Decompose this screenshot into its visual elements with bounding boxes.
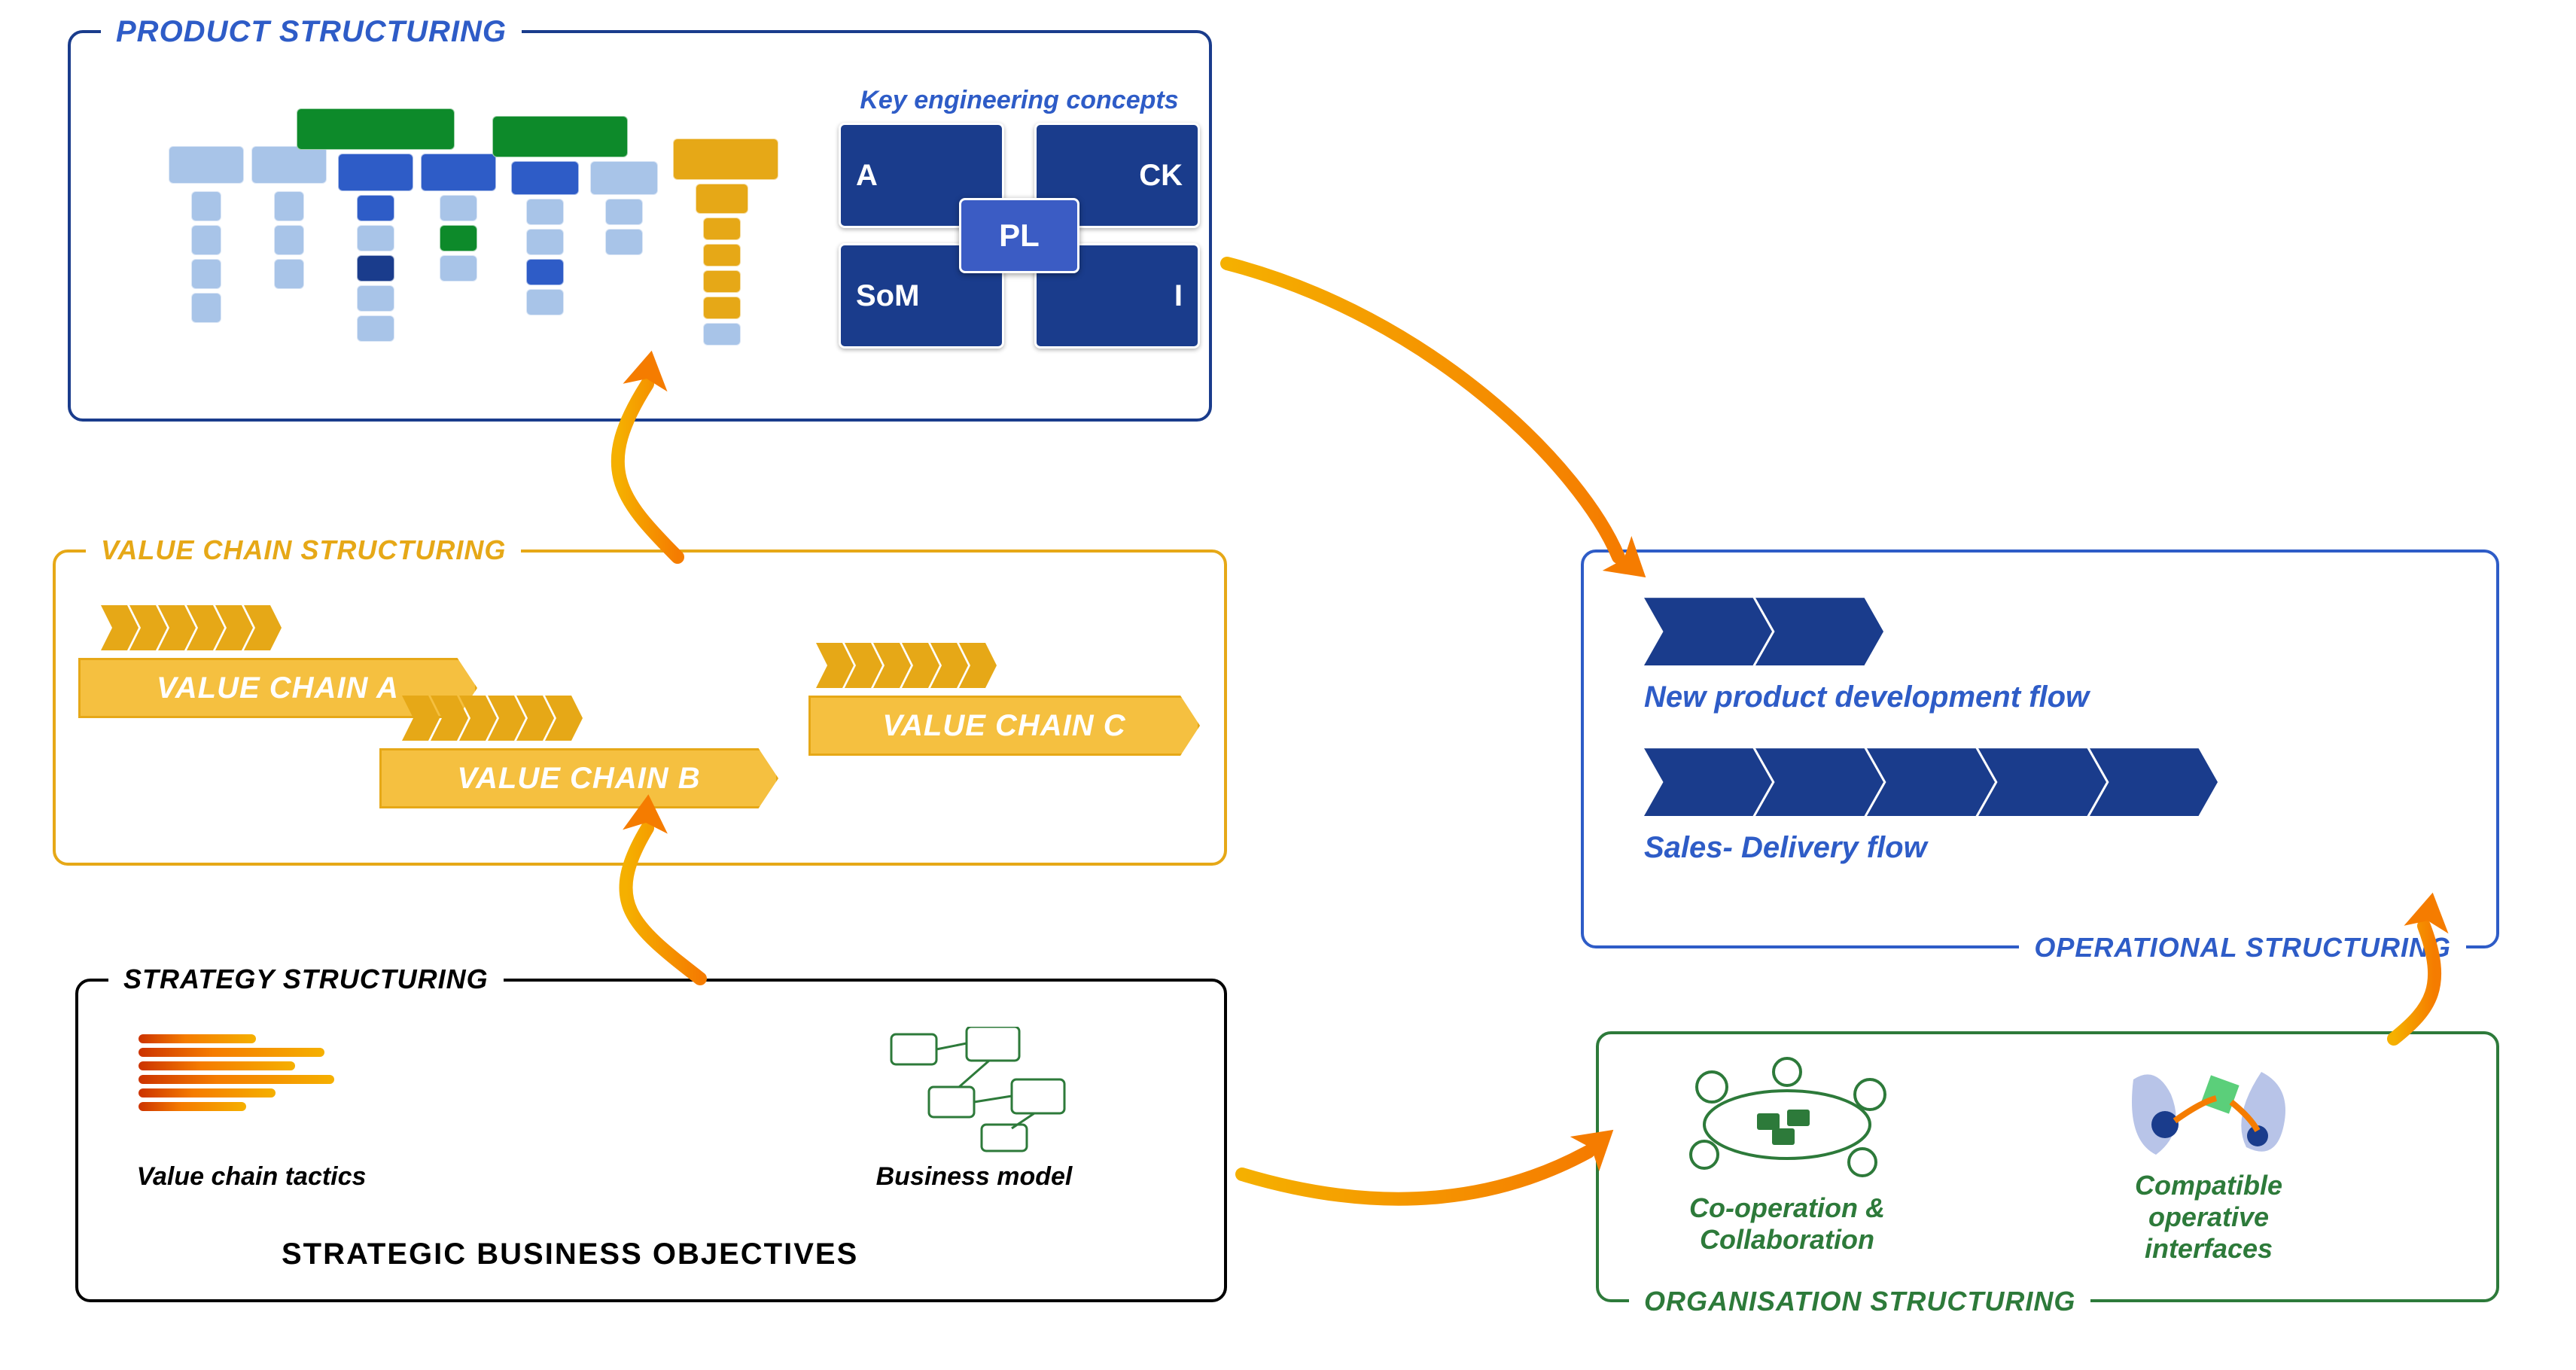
value-chain-bar-2: VALUE CHAIN C xyxy=(808,696,1200,756)
tree-block xyxy=(605,229,643,255)
tree-block xyxy=(703,244,741,266)
tree-block xyxy=(440,225,477,251)
cooperation-icon xyxy=(1667,1049,1908,1185)
tree-block xyxy=(421,154,496,191)
business-model-label: Business model xyxy=(854,1162,1095,1192)
value-chain-chevrons-0 xyxy=(101,605,273,650)
tree-block xyxy=(511,161,579,195)
business-model-icon xyxy=(869,1027,1079,1155)
tree-block xyxy=(357,315,394,342)
key-eng-title: Key engineering concepts xyxy=(839,86,1200,115)
strategy-panel: STRATEGY STRUCTURING Value chain tactics… xyxy=(75,979,1227,1302)
tree-block xyxy=(605,199,643,225)
tree-block xyxy=(297,108,455,150)
product-structuring-title: PRODUCT STRUCTURING xyxy=(101,15,522,49)
flow-arrow-path xyxy=(1242,1152,1588,1199)
tree-block xyxy=(191,191,221,221)
flow-arrow-path xyxy=(1227,263,1618,557)
operational-flow-chevrons-0 xyxy=(1644,598,1867,665)
tree-block xyxy=(338,154,413,191)
value-chain-tactics-label: Value chain tactics xyxy=(108,1162,394,1192)
organisation-title: ORGANISATION STRUCTURING xyxy=(1629,1286,2090,1317)
tree-block xyxy=(251,146,327,184)
tree-block xyxy=(696,184,748,214)
tree-block xyxy=(191,293,221,323)
key-cell-PL: PL xyxy=(959,198,1079,273)
value-chain-chevrons-1 xyxy=(402,696,574,741)
tree-block xyxy=(440,255,477,282)
tree-block xyxy=(274,225,304,255)
compatible-interfaces-label: Compatible operative interfaces xyxy=(2096,1170,2322,1265)
tree-block xyxy=(526,259,564,285)
operational-title: OPERATIONAL STRUCTURING xyxy=(2019,932,2466,964)
value-chain-chevrons-2 xyxy=(816,643,988,688)
tree-block xyxy=(590,161,658,195)
tree-block xyxy=(703,270,741,293)
value-chain-panel: VALUE CHAIN STRUCTURING VALUE CHAIN AVAL… xyxy=(53,550,1227,866)
compatible-interfaces-icon xyxy=(2111,1049,2307,1177)
tree-block xyxy=(357,195,394,221)
value-chain-title: VALUE CHAIN STRUCTURING xyxy=(86,534,521,566)
tree-block xyxy=(357,285,394,312)
product-structuring-panel: PRODUCT STRUCTURING Key engineering conc… xyxy=(68,30,1212,422)
value-chain-bar-1: VALUE CHAIN B xyxy=(379,748,778,808)
cooperation-label: Co-operation & Collaboration xyxy=(1644,1192,1930,1256)
operational-flow-label-0: New product development flow xyxy=(1644,680,2089,714)
tree-block xyxy=(274,191,304,221)
operational-panel: OPERATIONAL STRUCTURING New product deve… xyxy=(1581,550,2499,948)
strategy-title: STRATEGY STRUCTURING xyxy=(108,964,504,995)
tree-block xyxy=(357,225,394,251)
tree-block xyxy=(673,139,778,180)
tree-block xyxy=(703,297,741,319)
key-engineering-concepts: Key engineering concepts ACKSoMIPL xyxy=(839,86,1200,349)
tree-block xyxy=(169,146,244,184)
tree-block xyxy=(191,225,221,255)
organisation-panel: ORGANISATION STRUCTURING Co-operation & … xyxy=(1596,1031,2499,1302)
operational-flow-chevrons-1 xyxy=(1644,748,2201,816)
tree-block xyxy=(274,259,304,289)
strategic-business-objectives-label: STRATEGIC BUSINESS OBJECTIVES xyxy=(282,1238,858,1271)
value-chain-tactics-icon xyxy=(139,1034,334,1116)
tree-block xyxy=(526,199,564,225)
tree-block xyxy=(526,229,564,255)
tree-block xyxy=(703,323,741,346)
operational-flow-label-1: Sales- Delivery flow xyxy=(1644,831,1927,865)
tree-block xyxy=(492,116,628,157)
tree-block xyxy=(191,259,221,289)
tree-block xyxy=(526,289,564,315)
tree-block xyxy=(357,255,394,282)
tree-block xyxy=(703,218,741,240)
tree-block xyxy=(440,195,477,221)
key-eng-grid: ACKSoMIPL xyxy=(839,123,1200,349)
